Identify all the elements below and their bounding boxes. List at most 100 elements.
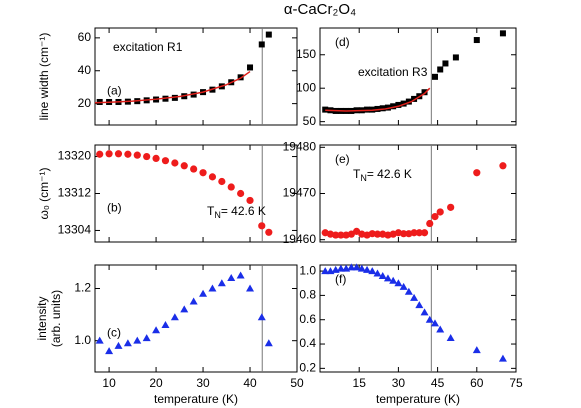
annotation: excitation R3	[358, 65, 428, 79]
data-point	[498, 354, 507, 362]
data-point	[180, 162, 188, 170]
data-point	[378, 271, 387, 279]
data-point	[152, 326, 161, 334]
data-point	[114, 341, 123, 349]
data-point	[208, 284, 217, 292]
y-tick-label: 0.6	[299, 312, 316, 326]
data-point	[473, 37, 480, 44]
data-point	[218, 177, 226, 186]
data-point	[431, 73, 438, 80]
data-point	[437, 66, 444, 73]
data-point	[436, 208, 444, 216]
panel-label: (a)	[107, 84, 122, 98]
tn-symbol: T	[207, 204, 215, 218]
data-point	[96, 150, 104, 158]
data-point	[161, 321, 170, 329]
x-axis-label: temperature (K)	[154, 392, 238, 406]
data-point	[180, 305, 189, 313]
data-point	[384, 104, 391, 111]
panel-label: (f)	[335, 272, 346, 286]
data-point	[410, 293, 419, 301]
data-point	[347, 263, 356, 271]
data-point	[322, 106, 329, 113]
data-point	[400, 100, 407, 107]
data-point	[332, 231, 340, 239]
data-point	[142, 334, 151, 342]
data-point	[411, 95, 418, 102]
data-point	[400, 230, 408, 238]
panel-label: (e)	[335, 152, 350, 166]
data-point	[499, 162, 507, 170]
data-point	[430, 319, 439, 327]
data-point	[415, 301, 424, 309]
data-point	[426, 219, 434, 228]
tn-subscript: N	[214, 210, 221, 220]
x-tick-label: 20	[149, 376, 163, 390]
data-point	[379, 105, 386, 112]
data-point	[368, 267, 377, 275]
annotation: excitation R1	[113, 40, 183, 54]
data-point	[415, 229, 423, 237]
data-point	[171, 159, 179, 167]
data-point	[95, 336, 104, 344]
data-point	[227, 183, 235, 191]
data-point	[394, 279, 403, 287]
data-point	[227, 274, 236, 282]
data-point	[208, 173, 217, 181]
tn-rest: = 42.6 K	[221, 204, 266, 218]
plot-frame	[319, 27, 517, 126]
x-tick-label: 30	[196, 376, 210, 390]
data-point	[363, 265, 372, 273]
x-tick-label: 75	[509, 376, 523, 390]
x-axis-label: temperature (K)	[376, 392, 460, 406]
data-point	[257, 313, 266, 321]
data-point	[105, 347, 114, 355]
data-point	[364, 106, 371, 113]
data-point	[389, 276, 398, 284]
data-point	[189, 297, 198, 305]
data-point	[237, 189, 245, 198]
y-tick-label: 1.2	[74, 281, 91, 295]
y-tick-label: 40	[78, 63, 92, 77]
fit-line	[325, 87, 431, 112]
x-tick-label: 45	[431, 376, 445, 390]
y-tick-label: 0.4	[299, 336, 316, 350]
y-tick-label: 13304	[58, 223, 92, 237]
data-point	[265, 228, 273, 236]
data-point	[368, 230, 376, 238]
x-tick-label: 50	[290, 376, 304, 390]
fit-line	[94, 70, 251, 104]
data-point	[199, 169, 207, 177]
data-point	[399, 282, 408, 290]
data-point	[105, 150, 113, 158]
data-point	[152, 154, 160, 162]
x-tick-label: 40	[243, 376, 257, 390]
data-point	[420, 308, 429, 316]
data-point	[199, 289, 208, 297]
data-point	[473, 169, 481, 177]
data-point	[217, 279, 226, 287]
data-point	[133, 151, 141, 159]
y-tick-label: 100	[296, 80, 316, 94]
tn-rest: = 42.6 K	[367, 167, 412, 181]
data-point	[446, 333, 455, 341]
panel-label: (c)	[107, 326, 121, 340]
data-point	[258, 41, 265, 48]
data-point	[373, 230, 382, 238]
data-point	[405, 98, 412, 105]
data-point	[337, 231, 345, 239]
data-point	[114, 150, 123, 158]
data-point	[447, 203, 455, 211]
x-tick-label: 30	[392, 376, 406, 390]
y-axis-label: ω₀ (cm⁻¹)	[37, 167, 51, 219]
tn-symbol: T	[353, 167, 361, 181]
data-point	[442, 60, 449, 67]
tn-subscript: N	[360, 173, 367, 183]
data-point	[264, 339, 273, 347]
data-point	[124, 150, 132, 158]
y-tick-label: 20	[78, 96, 92, 110]
data-point	[247, 64, 254, 71]
y-tick-label: 19460	[283, 232, 317, 246]
figure-title: α-CaCr₂O₄	[284, 1, 356, 18]
